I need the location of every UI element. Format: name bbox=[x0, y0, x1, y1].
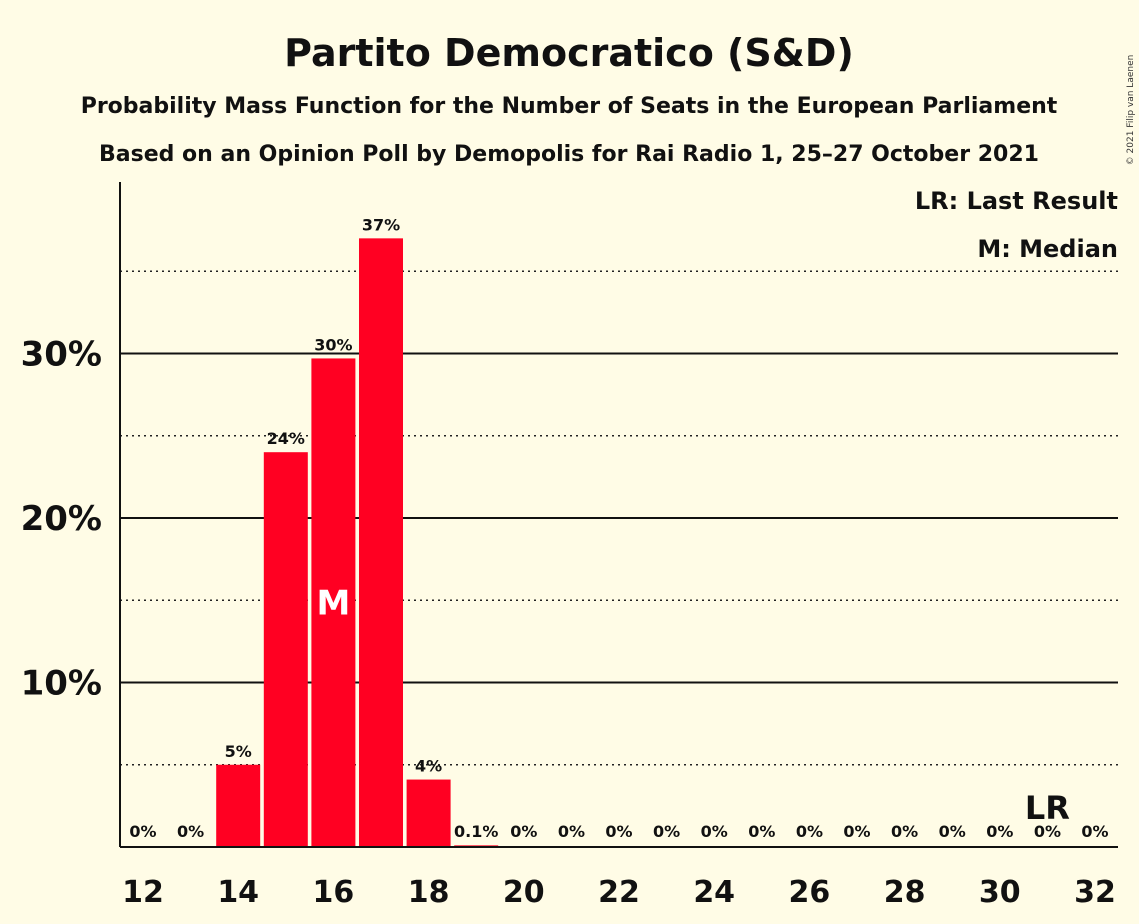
legend-median: M: Median bbox=[977, 235, 1118, 263]
axes bbox=[119, 182, 1118, 848]
bar-14 bbox=[216, 764, 261, 847]
bar-18 bbox=[406, 779, 451, 847]
y-tick-label: 30% bbox=[21, 335, 102, 375]
bar-label-25: 0% bbox=[748, 822, 775, 841]
bar-label-20: 0% bbox=[510, 822, 537, 841]
median-marker: M bbox=[316, 584, 350, 624]
bar-label-29: 0% bbox=[939, 822, 966, 841]
copyright-note: © 2021 Filip van Laenen bbox=[1126, 55, 1136, 166]
y-tick-label: 20% bbox=[21, 499, 102, 539]
bar-label-16: 30% bbox=[314, 335, 352, 354]
chart-subtitle-2: Based on an Opinion Poll by Demopolis fo… bbox=[99, 142, 1039, 167]
bar-label-23: 0% bbox=[653, 822, 680, 841]
x-tick-label: 22 bbox=[598, 875, 640, 910]
bar-15 bbox=[263, 452, 308, 847]
y-ticks: 10% 20% 30% bbox=[21, 335, 102, 704]
y-tick-label: 10% bbox=[21, 664, 102, 704]
bar-label-15: 24% bbox=[267, 429, 305, 448]
bar-label-32: 0% bbox=[1081, 822, 1108, 841]
bar-16 bbox=[311, 358, 356, 847]
bar-label-18: 4% bbox=[415, 757, 442, 776]
x-tick-label: 16 bbox=[313, 875, 355, 910]
x-tick-label: 30 bbox=[979, 875, 1021, 910]
x-tick-label: 18 bbox=[408, 875, 450, 910]
bar-label-24: 0% bbox=[701, 822, 728, 841]
bar-label-17: 37% bbox=[362, 215, 400, 234]
bar-label-28: 0% bbox=[891, 822, 918, 841]
bar-label-19: 0.1% bbox=[454, 822, 498, 841]
legend-last-result: LR: Last Result bbox=[915, 187, 1118, 215]
x-tick-label: 26 bbox=[789, 875, 831, 910]
last-result-marker: LR bbox=[1025, 789, 1070, 827]
bar-label-31: 0% bbox=[1034, 822, 1061, 841]
bar-label-12: 0% bbox=[129, 822, 156, 841]
bars bbox=[216, 238, 499, 848]
bar-label-22: 0% bbox=[605, 822, 632, 841]
bar-label-14: 5% bbox=[225, 742, 252, 761]
x-tick-label: 24 bbox=[693, 875, 735, 910]
bar-label-30: 0% bbox=[986, 822, 1013, 841]
chart-subtitle-1: Probability Mass Function for the Number… bbox=[81, 94, 1058, 119]
x-tick-label: 14 bbox=[217, 875, 259, 910]
bar-label-13: 0% bbox=[177, 822, 204, 841]
x-tick-label: 20 bbox=[503, 875, 545, 910]
bar-label-26: 0% bbox=[796, 822, 823, 841]
x-ticks: 12 14 16 18 20 22 24 26 28 30 32 bbox=[122, 875, 1116, 910]
x-tick-label: 28 bbox=[884, 875, 926, 910]
x-tick-label: 32 bbox=[1074, 875, 1116, 910]
bar-label-27: 0% bbox=[843, 822, 870, 841]
markers: M LR bbox=[316, 584, 1069, 828]
x-tick-label: 12 bbox=[122, 875, 164, 910]
bar-labels: 0% 0% 5% 24% 30% 37% 4% 0.1% 0% 0% 0% 0% 0% 0% 0% 0% 0% 0… bbox=[129, 215, 1108, 841]
bar-label-21: 0% bbox=[558, 822, 585, 841]
chart-title: Partito Democratico (S&D) bbox=[284, 31, 854, 75]
bar-17 bbox=[359, 238, 403, 848]
